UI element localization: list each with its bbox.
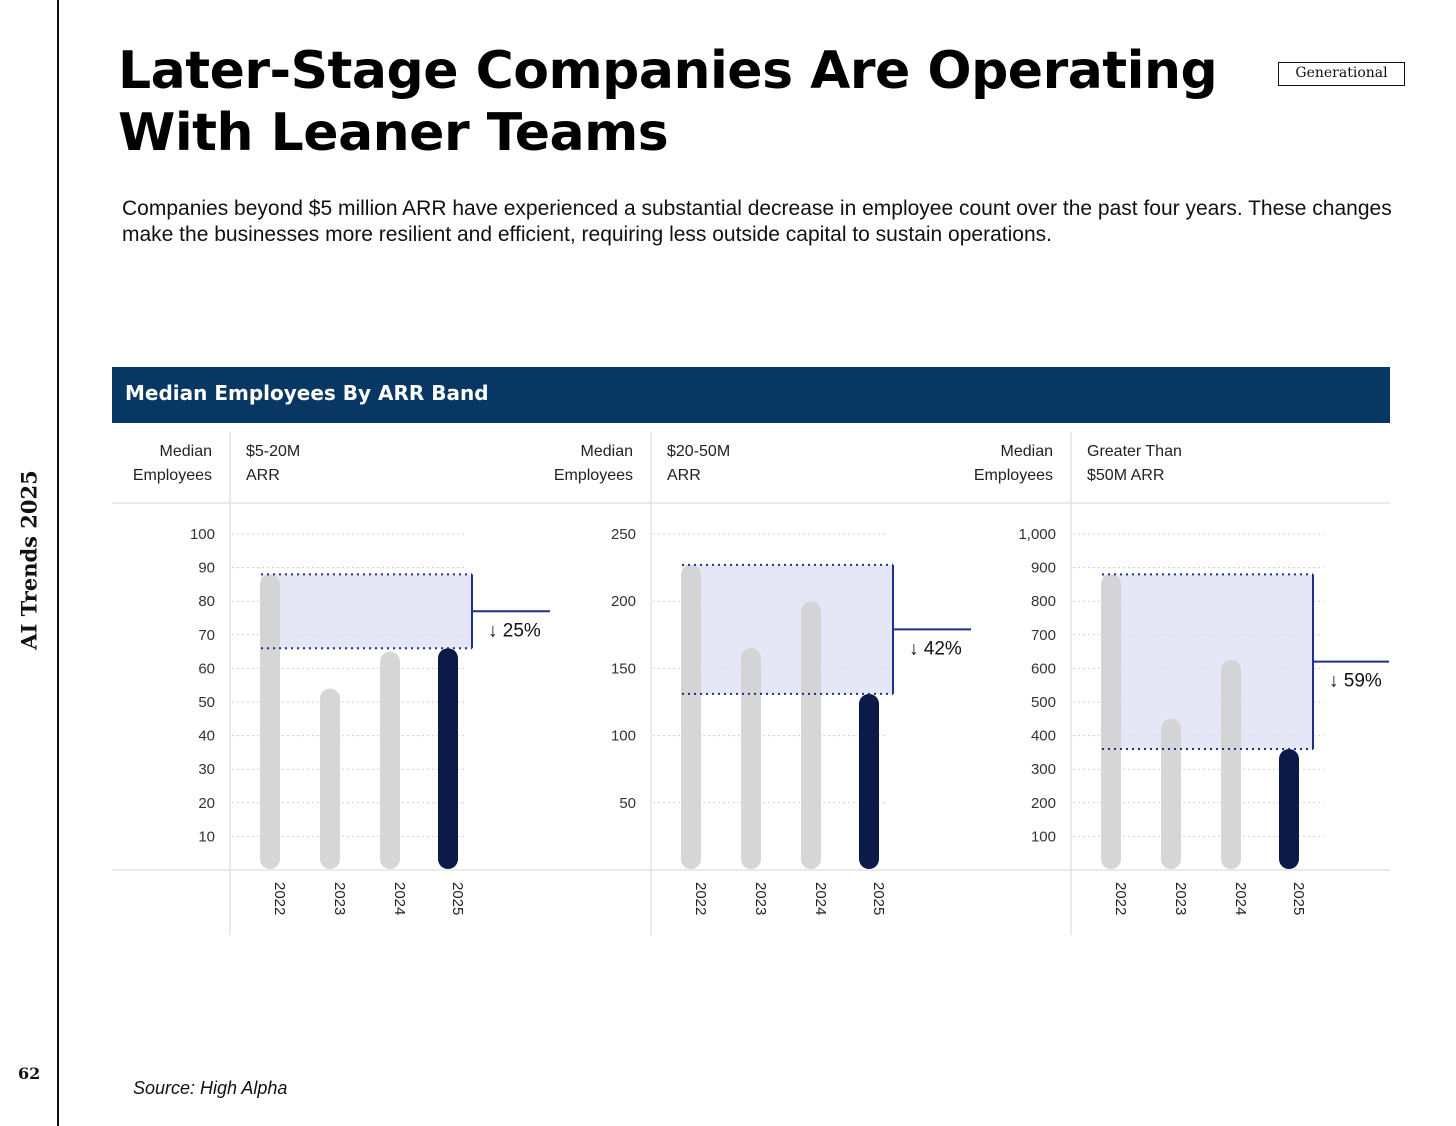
panel-2-ytick-label: 200 [611, 593, 636, 610]
panel-1-ytick-label: 90 [198, 560, 215, 577]
panel-3-category-label: 2025 [1290, 882, 1307, 915]
panel-2-ylabel-line: Employees [554, 467, 633, 484]
panel-2-ytick-label: 150 [611, 660, 636, 677]
panel-1-bar-2022 [260, 574, 280, 869]
panel-2-change-label: ↓ 42% [909, 638, 962, 659]
panel-2-ytick-label: 250 [611, 526, 636, 543]
panel-2-category-label: 2024 [812, 882, 829, 915]
panel-1-title-line: $5-20M [246, 443, 300, 460]
panel-1-title-line: ARR [246, 467, 280, 484]
panel-2-bar-2023 [741, 648, 761, 869]
panel-1-bar-2024 [380, 651, 400, 869]
panel-2-ytick-label: 50 [619, 795, 636, 812]
panel-2-ylabel-line: Median [581, 443, 633, 460]
panel-3-category-label: 2023 [1172, 882, 1189, 915]
panel-1-ytick-label: 20 [198, 795, 215, 812]
panel-3-ytick-label: 300 [1031, 761, 1056, 778]
panel-3-bar-2022 [1101, 574, 1121, 869]
panel-3-bar-2023 [1161, 718, 1181, 869]
panel-2-bar-2024 [801, 601, 821, 869]
panel-1-ytick-label: 10 [198, 828, 215, 845]
panel-3-ytick-label: 1,000 [1018, 526, 1056, 543]
panel-3-ytick-label: 900 [1031, 560, 1056, 577]
panel-1-highlight-band [261, 574, 472, 649]
source-note: Source: High Alpha [133, 1078, 288, 1098]
panel-3-ytick-label: 800 [1031, 593, 1056, 610]
panel-3-ytick-label: 500 [1031, 694, 1056, 711]
panel-2-ytick-label: 100 [611, 728, 636, 745]
panel-3-title-line: Greater Than [1087, 443, 1182, 460]
panel-3-ytick-label: 100 [1031, 828, 1056, 845]
panel-3-ytick-label: 600 [1031, 660, 1056, 677]
panel-3-change-label: ↓ 59% [1329, 671, 1382, 692]
panel-3-ytick-label: 400 [1031, 728, 1056, 745]
panel-3-ytick-label: 700 [1031, 627, 1056, 644]
panel-1-category-label: 2025 [449, 882, 466, 915]
page-subtitle: Companies beyond $5 million ARR have exp… [122, 197, 1392, 246]
panel-2-category-label: 2025 [870, 882, 887, 915]
panel-1-category-label: 2023 [331, 882, 348, 915]
panel-2-highlight-band [682, 564, 893, 694]
chart-area: Median Employees $5-20M ARR 10 20 30 40 50 60 70 80… [112, 430, 1390, 935]
panel-1-ytick-label: 50 [198, 694, 215, 711]
panel-2-category-label: 2023 [752, 882, 769, 915]
panel-1-ytick-label: 40 [198, 728, 215, 745]
panel-1-change-label: ↓ 25% [488, 620, 541, 641]
side-rule [57, 0, 59, 1126]
panel-3-ytick-label: 200 [1031, 795, 1056, 812]
page-number: 62 [18, 1064, 41, 1083]
panel-2-bar-2025 [859, 693, 879, 869]
chart-svg: Median Employees $5-20M ARR 10 20 30 40 50 60 70 80… [112, 432, 1390, 935]
report-side-label: AI Trends 2025 [16, 470, 42, 650]
panel-1-category-label: 2024 [391, 882, 408, 915]
panel-3-category-label: 2022 [1112, 882, 1129, 915]
panel-1-ytick-label: 30 [198, 761, 215, 778]
panel-1-bar-2025 [438, 648, 458, 869]
panel-1-bar-2023 [320, 688, 340, 869]
panel-1-ylabel-line: Median [160, 443, 212, 460]
panel-1-ytick-label: 100 [190, 526, 215, 543]
page-title: Later-Stage Companies Are Operating With… [118, 41, 1218, 163]
panel-3-ylabel-line: Employees [974, 467, 1053, 484]
brand-logo: Generational [1278, 62, 1405, 86]
panel-3-bar-2025 [1279, 749, 1299, 869]
panel-3-ylabel-line: Median [1001, 443, 1053, 460]
panel-3-highlight-band [1102, 574, 1313, 750]
panel-3-category-label: 2024 [1232, 882, 1249, 915]
panel-1-ytick-label: 70 [198, 627, 215, 644]
panel-1-category-label: 2022 [271, 882, 288, 915]
panel-2-title-line: ARR [667, 467, 701, 484]
panel-1-ytick-label: 60 [198, 660, 215, 677]
panel-1-ylabel-line: Employees [133, 467, 212, 484]
panel-3-bar-2024 [1221, 660, 1241, 869]
panel-2-category-label: 2022 [692, 882, 709, 915]
panel-1-ytick-label: 80 [198, 593, 215, 610]
panel-2-bar-2022 [681, 564, 701, 869]
panel-2-title-line: $20-50M [667, 443, 730, 460]
chart-header: Median Employees By ARR Band [112, 367, 1390, 423]
panel-3-title-line: $50M ARR [1087, 467, 1164, 484]
